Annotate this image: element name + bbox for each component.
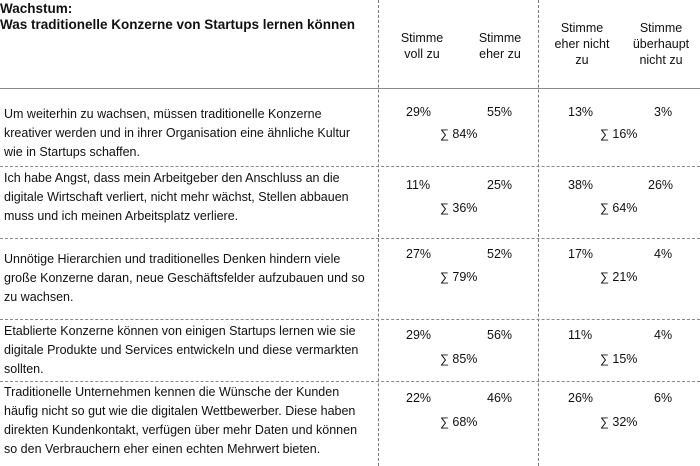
column-header-line: Stimme: [560, 21, 604, 35]
column-divider: [378, 0, 379, 466]
value-eher-nicht: 38%: [568, 178, 594, 192]
sum-disagree: ∑ 15%: [600, 352, 638, 366]
row-divider: [0, 88, 700, 89]
column-header-line: überhaupt: [632, 37, 690, 51]
value-ueberhaupt-nicht: 4%: [654, 328, 673, 342]
column-header-line: zu: [575, 53, 589, 67]
column-header-eher-nicht: Stimme eher nicht zu: [542, 20, 622, 68]
table-title: Wachstum: Was traditionelle Konzerne von…: [0, 1, 378, 33]
row-divider: [0, 238, 700, 239]
value-voll: 22%: [406, 391, 432, 405]
column-header-line: Stimme: [400, 31, 444, 45]
value-voll: 29%: [406, 105, 432, 119]
column-header-line: Stimme: [639, 21, 683, 35]
sum-agree: ∑ 85%: [440, 352, 478, 366]
column-header-line: Stimme: [478, 31, 522, 45]
value-ueberhaupt-nicht: 4%: [654, 247, 673, 261]
column-header-voll: Stimme voll zu: [380, 30, 464, 62]
value-voll: 11%: [406, 178, 431, 192]
value-voll: 29%: [406, 328, 432, 342]
value-eher: 55%: [487, 105, 513, 119]
sum-disagree: ∑ 21%: [600, 270, 638, 284]
sum-disagree: ∑ 32%: [600, 415, 638, 429]
sum-agree: ∑ 36%: [440, 201, 478, 215]
statement-text: Um weiterhin zu wachsen, müssen traditio…: [4, 107, 351, 159]
value-eher-nicht: 17%: [568, 247, 594, 261]
value-ueberhaupt-nicht: 6%: [654, 391, 673, 405]
statement-text: Etablierte Konzerne können von einigen S…: [4, 324, 359, 376]
statement-text: Unnötige Hierarchien und traditionelles …: [4, 252, 365, 304]
value-eher-nicht: 13%: [568, 105, 594, 119]
value-eher: 52%: [487, 247, 513, 261]
value-eher: 46%: [487, 391, 513, 405]
column-header-line: nicht zu: [639, 53, 683, 67]
value-eher: 25%: [487, 178, 513, 192]
sum-agree: ∑ 79%: [440, 270, 478, 284]
statement-text: Ich habe Angst, dass mein Arbeitgeber de…: [4, 171, 349, 223]
sum-agree: ∑ 84%: [440, 127, 478, 141]
value-eher-nicht: 11%: [568, 328, 593, 342]
column-header-line: eher nicht: [554, 37, 610, 51]
column-header-ueberhaupt-nicht: Stimme überhaupt nicht zu: [622, 20, 700, 68]
row-divider: [0, 166, 700, 167]
sum-disagree: ∑ 64%: [600, 201, 638, 215]
sum-agree: ∑ 68%: [440, 415, 478, 429]
value-eher: 56%: [487, 328, 513, 342]
value-ueberhaupt-nicht: 3%: [654, 105, 673, 119]
column-header-eher: Stimme eher zu: [458, 30, 542, 62]
column-divider: [538, 0, 539, 466]
value-ueberhaupt-nicht: 26%: [648, 178, 674, 192]
title-line-1: Wachstum:: [0, 1, 73, 16]
row-divider: [0, 319, 700, 320]
column-header-line: voll zu: [404, 47, 440, 61]
statement-text: Traditionelle Unternehmen kennen die Wün…: [4, 385, 358, 456]
row-divider: [0, 381, 700, 382]
value-eher-nicht: 26%: [568, 391, 594, 405]
value-voll: 27%: [406, 247, 432, 261]
column-header-line: eher zu: [479, 47, 521, 61]
title-line-2: Was traditionelle Konzerne von Startups …: [0, 17, 356, 32]
sum-disagree: ∑ 16%: [600, 127, 638, 141]
